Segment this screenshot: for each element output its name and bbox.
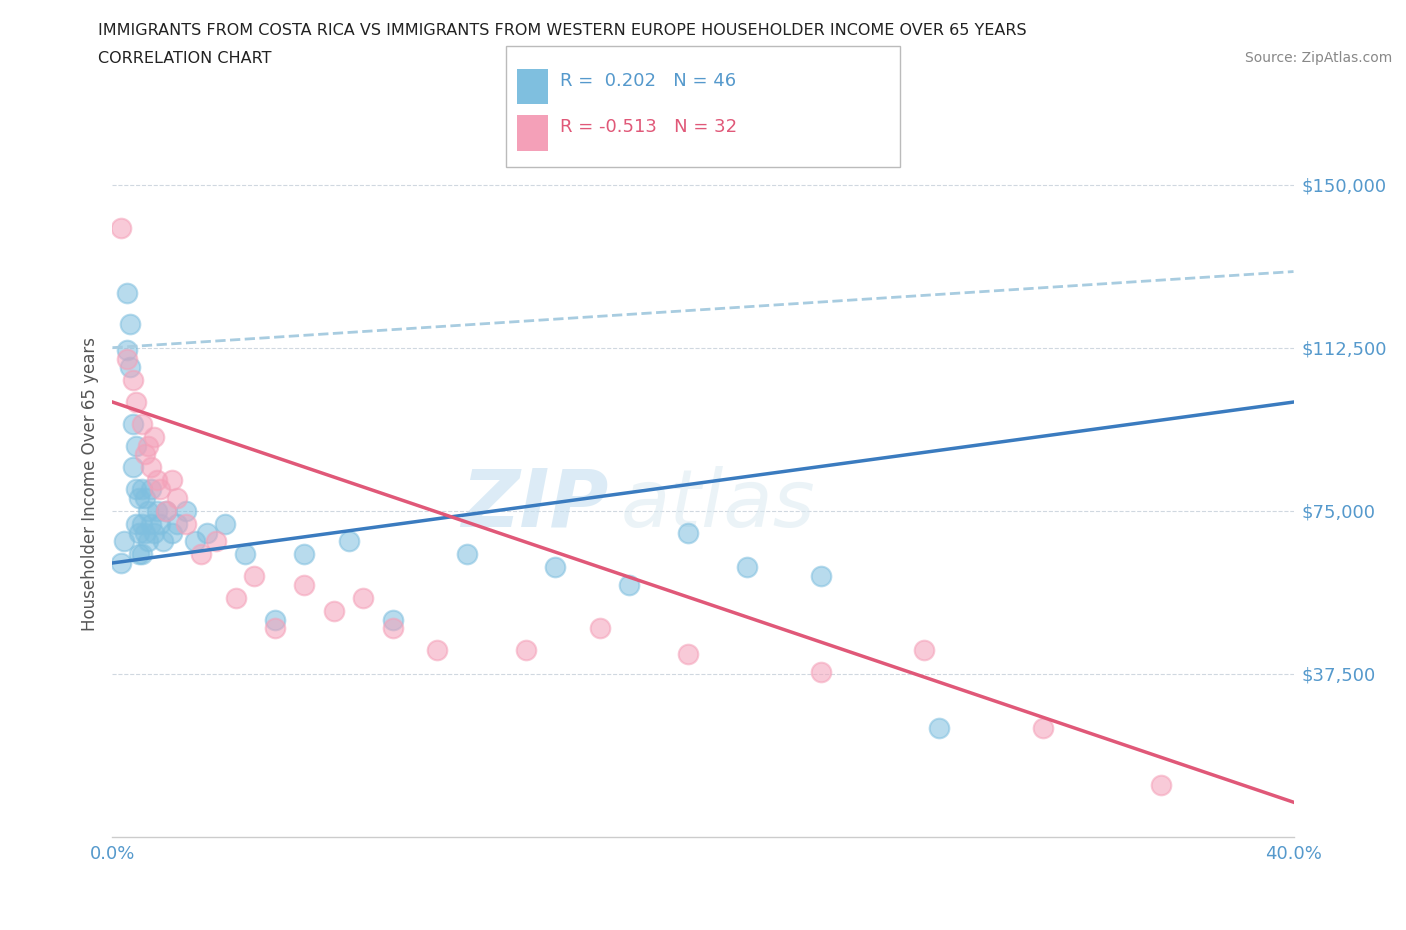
Text: R = -0.513   N = 32: R = -0.513 N = 32 <box>560 118 737 137</box>
Point <box>146 503 169 518</box>
Point <box>122 373 145 388</box>
Point <box>214 516 236 531</box>
Point <box>160 472 183 487</box>
Point <box>136 503 159 518</box>
Point <box>515 643 537 658</box>
Text: atlas: atlas <box>620 466 815 544</box>
Point <box>174 516 197 531</box>
Point <box>544 560 567 575</box>
Point <box>128 547 150 562</box>
Point <box>128 525 150 540</box>
Point <box>174 503 197 518</box>
Point <box>125 394 148 409</box>
Point <box>737 560 759 575</box>
Point <box>139 482 162 497</box>
Point <box>190 547 212 562</box>
Point <box>146 472 169 487</box>
Point <box>352 591 374 605</box>
Point <box>456 547 478 562</box>
Point <box>619 578 641 592</box>
Point <box>678 647 700 662</box>
Point <box>810 664 832 679</box>
Point <box>117 352 138 366</box>
Point <box>142 525 165 540</box>
Point <box>166 516 188 531</box>
Point <box>323 604 346 618</box>
Point <box>122 459 145 474</box>
Point <box>125 516 148 531</box>
Point <box>125 438 148 453</box>
Point <box>155 503 177 518</box>
Point <box>264 612 287 627</box>
Point <box>134 525 156 540</box>
Point <box>225 591 247 605</box>
Point <box>136 534 159 549</box>
Point <box>110 220 132 235</box>
Point <box>205 534 228 549</box>
Y-axis label: Householder Income Over 65 years: Householder Income Over 65 years <box>80 337 98 631</box>
Text: ZIP: ZIP <box>461 466 609 544</box>
Point <box>1150 777 1173 792</box>
Point <box>128 490 150 505</box>
Point <box>131 516 153 531</box>
Point <box>120 360 142 375</box>
Point <box>337 534 360 549</box>
Point <box>149 516 172 531</box>
Text: R =  0.202   N = 46: R = 0.202 N = 46 <box>560 72 735 90</box>
Text: Source: ZipAtlas.com: Source: ZipAtlas.com <box>1244 51 1392 65</box>
Point <box>125 482 148 497</box>
Point <box>426 643 449 658</box>
Point <box>152 534 174 549</box>
Point <box>131 547 153 562</box>
Point <box>117 342 138 357</box>
Point <box>110 555 132 570</box>
Point <box>678 525 700 540</box>
Point <box>120 316 142 331</box>
Point <box>155 503 177 518</box>
Point <box>131 417 153 432</box>
Point <box>139 459 162 474</box>
Point <box>264 621 287 636</box>
Point <box>142 430 165 445</box>
Point <box>160 525 183 540</box>
Point <box>928 721 950 736</box>
Point <box>914 643 936 658</box>
Point <box>117 286 138 300</box>
Point <box>382 612 405 627</box>
Point <box>131 482 153 497</box>
Point <box>292 578 315 592</box>
Point <box>149 482 172 497</box>
Point <box>166 490 188 505</box>
Point <box>195 525 218 540</box>
Point <box>112 534 135 549</box>
Point <box>382 621 405 636</box>
Point <box>292 547 315 562</box>
Point <box>134 490 156 505</box>
Point <box>810 568 832 583</box>
Point <box>233 547 256 562</box>
Point <box>139 516 162 531</box>
Point <box>184 534 207 549</box>
Point <box>1032 721 1054 736</box>
Point <box>134 446 156 461</box>
Point <box>243 568 266 583</box>
Text: IMMIGRANTS FROM COSTA RICA VS IMMIGRANTS FROM WESTERN EUROPE HOUSEHOLDER INCOME : IMMIGRANTS FROM COSTA RICA VS IMMIGRANTS… <box>98 23 1026 38</box>
Text: CORRELATION CHART: CORRELATION CHART <box>98 51 271 66</box>
Point <box>588 621 610 636</box>
Point <box>122 417 145 432</box>
Point <box>136 438 159 453</box>
